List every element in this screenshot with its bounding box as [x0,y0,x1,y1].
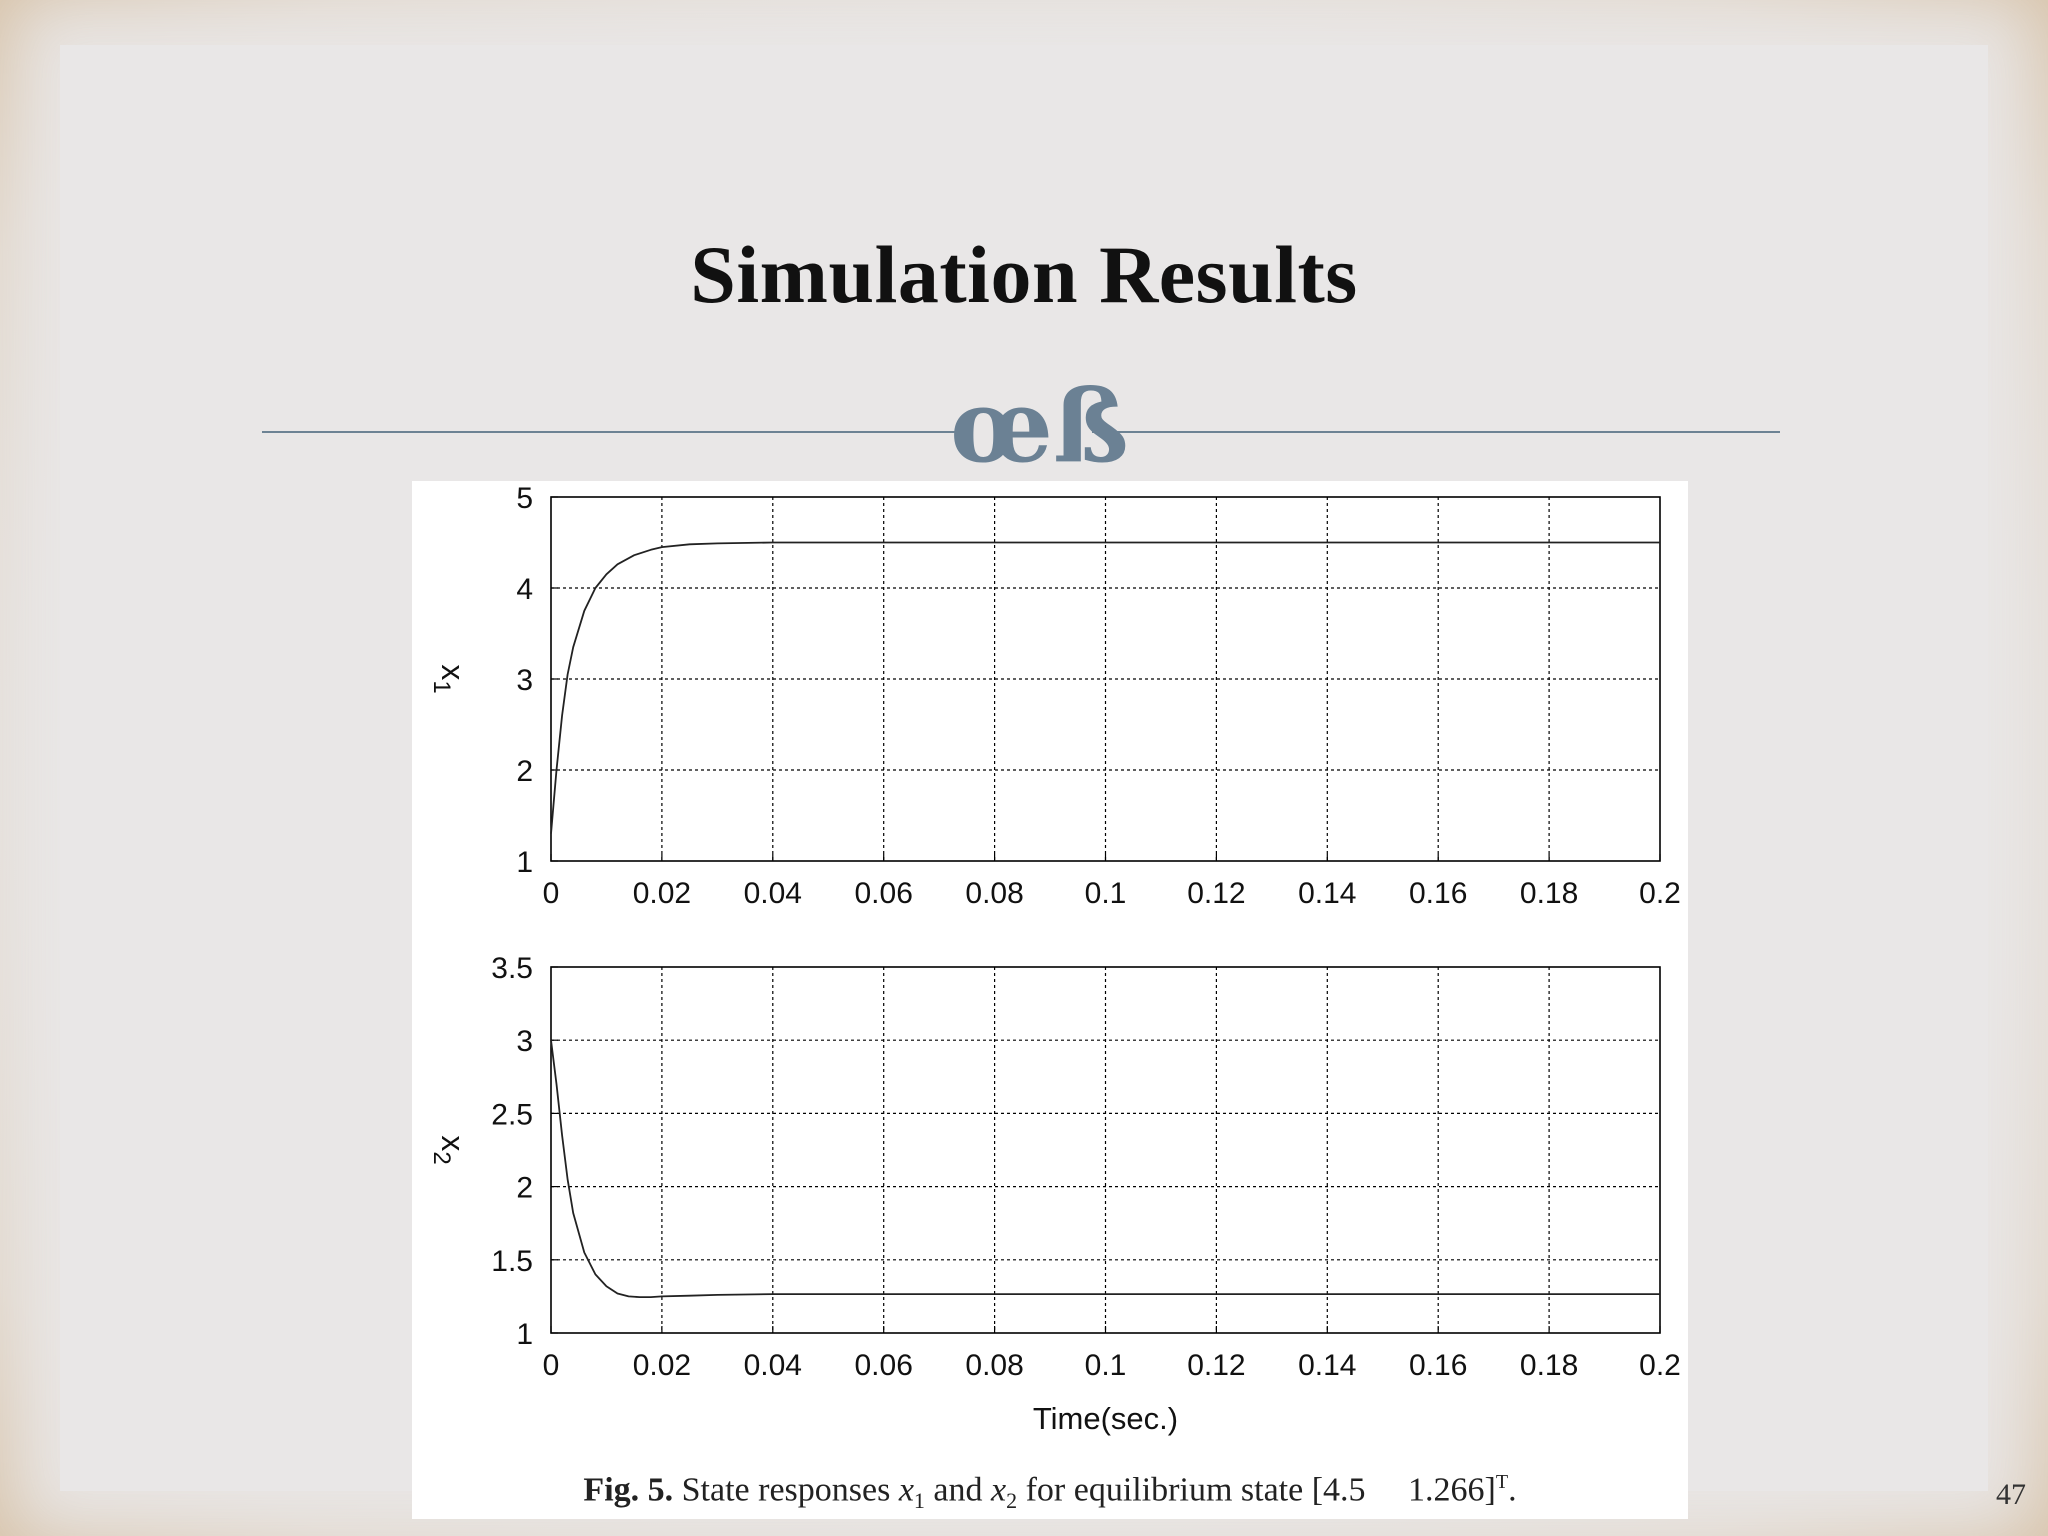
chart-1-ytick-label: 2 [516,755,533,788]
title-divider-left [262,431,962,433]
chart-1-xtick-label: 0.08 [965,877,1023,910]
title-divider-right [1092,431,1780,433]
figure: 0 0.02 0.04 0.06 0.08 0.1 0.12 0.14 0.16 0.18 0.2 1… [412,481,1688,1519]
chart-1-ytick-label: 1 [516,846,533,879]
figure-caption: Fig. 5. State responses x1 and x2 for eq… [412,1471,1688,1514]
caption-sub-1: 1 [913,1488,925,1514]
chart-2-ytick-label: 2 [516,1172,533,1205]
chart-2-xtick-label: 0.08 [965,1349,1023,1382]
chart-2-series-line [550,1040,1660,1298]
caption-var-1: x [898,1471,914,1509]
chart-1-xtick-label: 0.2 [1639,877,1681,910]
caption-text-4: . [1508,1471,1517,1509]
chart-2-xtick-label: 0.04 [744,1349,802,1382]
chart-1-xtick-label: 0.1 [1085,877,1127,910]
chart-1-xtick-label: 0.06 [855,877,913,910]
chart-1-xtick-label: 0.14 [1298,877,1356,910]
ornament-icon: œß [950,367,1129,485]
chart-2-ytick-label: 2.5 [491,1098,533,1131]
chart-1-xtick-label: 0.04 [744,877,802,910]
chart-1-xtick-label: 0 [543,877,560,910]
chart-1-xtick-label: 0.18 [1520,877,1578,910]
chart-1-ytick-label: 4 [516,573,533,606]
caption-sub-2: 2 [1006,1488,1018,1514]
caption-text-2: and [933,1471,983,1509]
chart-2-xtick-label: 0.18 [1520,1349,1578,1382]
state-response-charts: 0 0.02 0.04 0.06 0.08 0.1 0.12 0.14 0.16 0.18 0.21… [428,482,1681,1436]
caption-var-2: x [991,1471,1007,1509]
chart-2-xtick-label: 0.14 [1298,1349,1356,1382]
chart-2-xtick-label: 0.12 [1187,1349,1245,1382]
chart-1-xtick-label: 0.12 [1187,877,1245,910]
chart-2-xlabel: Time(sec.) [1033,1401,1178,1436]
page-number: 47 [1996,1478,2026,1511]
chart-2-xtick-label: 0.16 [1409,1349,1467,1382]
chart-1-ytick-label: 5 [516,482,533,515]
chart-1-ytick-label: 3 [516,664,533,697]
chart-1-ylabel: x1 [428,664,471,693]
chart-2-ylabel: x2 [428,1135,471,1164]
chart-1-xtick-label: 0.02 [633,877,691,910]
caption-text-1: State responses [681,1471,891,1509]
chart-2-ytick-label: 1 [516,1318,533,1351]
chart-2-ytick-label: 3.5 [491,952,533,985]
chart-2-ytick-label: 1.5 [491,1245,533,1278]
slide-title: Simulation Results [690,229,1358,320]
caption-text-3: for equilibrium state [4.5 1.266] [1025,1471,1496,1509]
chart-2-xtick-label: 0 [543,1349,560,1382]
caption-prefix: Fig. 5. [583,1471,674,1509]
chart-2-ytick-label: 3 [516,1025,533,1058]
chart-1-series-line [550,541,1660,834]
chart-2-xtick-label: 0.2 [1639,1349,1681,1382]
chart-2-xtick-label: 0.1 [1085,1349,1127,1382]
chart-1-xtick-label: 0.16 [1409,877,1467,910]
chart-2-xtick-label: 0.06 [855,1349,913,1382]
caption-sup: T [1495,1471,1509,1493]
chart-2-xtick-label: 0.02 [633,1349,691,1382]
